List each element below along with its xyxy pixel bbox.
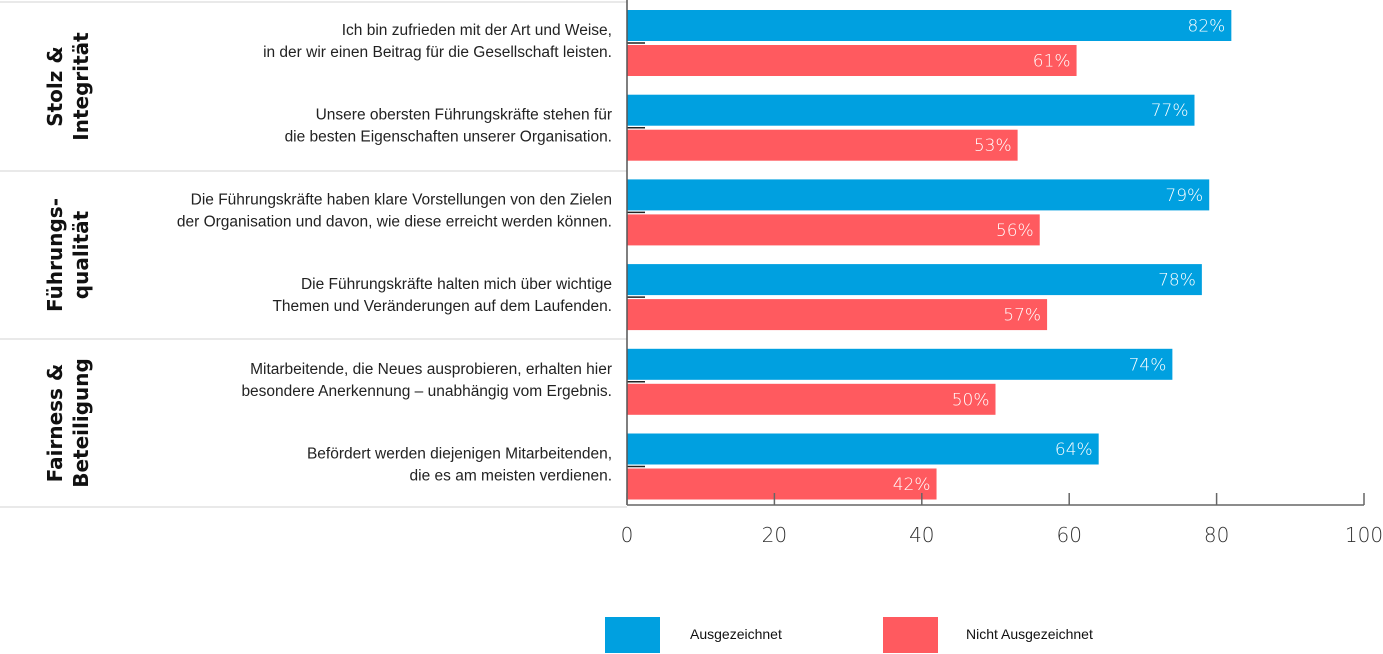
question-label-line: Die Führungskräfte halten mich über wich… xyxy=(301,276,612,293)
question-label-line: die besten Eigenschaften unserer Organis… xyxy=(285,129,612,146)
bar-value-label: 61% xyxy=(1033,52,1071,72)
question-label-line: Ich bin zufrieden mit der Art und Weise, xyxy=(342,22,612,39)
question-label-line: in der wir einen Beitrag für die Gesells… xyxy=(263,44,612,61)
bar-value-label: 79% xyxy=(1165,186,1203,206)
bar-value-label: 56% xyxy=(996,221,1034,241)
bar-nicht-ausgezeichnet xyxy=(627,383,996,415)
bar-nicht-ausgezeichnet xyxy=(627,214,1040,246)
bar-ausgezeichnet xyxy=(627,94,1195,126)
question-label: Ich bin zufrieden mit der Art und Weise,… xyxy=(263,22,612,61)
bar-value-label: 77% xyxy=(1151,101,1189,121)
bar-ausgezeichnet xyxy=(627,433,1099,465)
group-label-line: Integrität xyxy=(69,32,93,141)
question-label: Mitarbeitende, die Neues ausprobieren, e… xyxy=(241,361,612,400)
bar-value-label: 82% xyxy=(1188,17,1226,37)
question-label: Unsere obersten Führungskräfte stehen fü… xyxy=(285,107,612,146)
group-label-line: Beteiligung xyxy=(69,358,93,488)
question-label-line: Die Führungskräfte haben klare Vorstellu… xyxy=(191,191,612,208)
bars: 82% 61% 77% 53% 79% 56% 78% 57% 74% 50% 64% 42% xyxy=(627,10,1232,500)
bar-value-label: 53% xyxy=(974,136,1012,156)
bar-nicht-ausgezeichnet xyxy=(627,45,1077,76)
bar-value-label: 50% xyxy=(952,390,990,410)
question-label: Die Führungskräfte haben klare Vorstellu… xyxy=(177,191,612,230)
bar-ausgezeichnet xyxy=(627,264,1202,296)
bar-ausgezeichnet xyxy=(627,10,1232,41)
group-label-line: Fairness & xyxy=(43,364,67,483)
question-label-line: Befördert werden diejenigen Mitarbeitend… xyxy=(307,446,612,463)
bar-ausgezeichnet xyxy=(627,179,1210,211)
legend-label: Nicht Ausgezeichnet xyxy=(966,626,1093,642)
bar-value-label: 78% xyxy=(1158,271,1196,291)
group-label-line: Stolz & xyxy=(43,46,67,127)
group-label: Stolz & Integrität xyxy=(43,32,93,141)
x-tick-label: 20 xyxy=(762,523,787,547)
group-separators xyxy=(0,1,627,508)
x-tick-label: 0 xyxy=(621,523,634,547)
x-axis: 0 20 40 60 80 100 xyxy=(621,0,1383,547)
group-label: Führungs-qualität xyxy=(43,198,93,312)
bar-value-label: 42% xyxy=(893,475,931,495)
question-label-line: der Organisation und davon, wie diese er… xyxy=(177,213,612,230)
legend-swatch xyxy=(605,617,660,653)
x-tick-label: 100 xyxy=(1345,523,1383,547)
question-label-line: Unsere obersten Führungskräfte stehen fü… xyxy=(316,107,612,124)
bar-value-label: 64% xyxy=(1055,440,1093,460)
group-label-line: Führungs- xyxy=(43,198,67,312)
x-tick-label: 40 xyxy=(909,523,934,547)
question-label-line: Mitarbeitende, die Neues ausprobieren, e… xyxy=(250,361,612,378)
legend: Ausgezeichnet Nicht Ausgezeichnet xyxy=(605,617,1093,653)
question-label: Befördert werden diejenigen Mitarbeitend… xyxy=(307,446,612,485)
legend-label: Ausgezeichnet xyxy=(690,626,782,642)
x-tick-label: 60 xyxy=(1056,523,1081,547)
bar-value-label: 74% xyxy=(1129,355,1167,375)
bar-nicht-ausgezeichnet xyxy=(627,129,1018,161)
question-label-line: besondere Anerkennung – unabhängig vom E… xyxy=(241,383,612,400)
legend-swatch xyxy=(883,617,938,653)
group-label-line: qualität xyxy=(69,210,93,299)
question-label-line: die es am meisten verdienen. xyxy=(410,468,612,485)
bar-value-label: 57% xyxy=(1003,306,1041,326)
question-label: Die Führungskräfte halten mich über wich… xyxy=(272,276,612,315)
bar-nicht-ausgezeichnet xyxy=(627,299,1048,331)
bar-nicht-ausgezeichnet xyxy=(627,468,937,500)
question-labels: Ich bin zufrieden mit der Art und Weise,… xyxy=(177,22,612,485)
x-tick-label: 80 xyxy=(1204,523,1229,547)
group-label: Fairness & Beteiligung xyxy=(43,358,93,488)
question-label-line: Themen und Veränderungen auf dem Laufend… xyxy=(272,298,612,315)
group-labels: Stolz & Integrität Führungs-qualität Fairne… xyxy=(43,32,93,488)
bar-ausgezeichnet xyxy=(627,348,1173,380)
